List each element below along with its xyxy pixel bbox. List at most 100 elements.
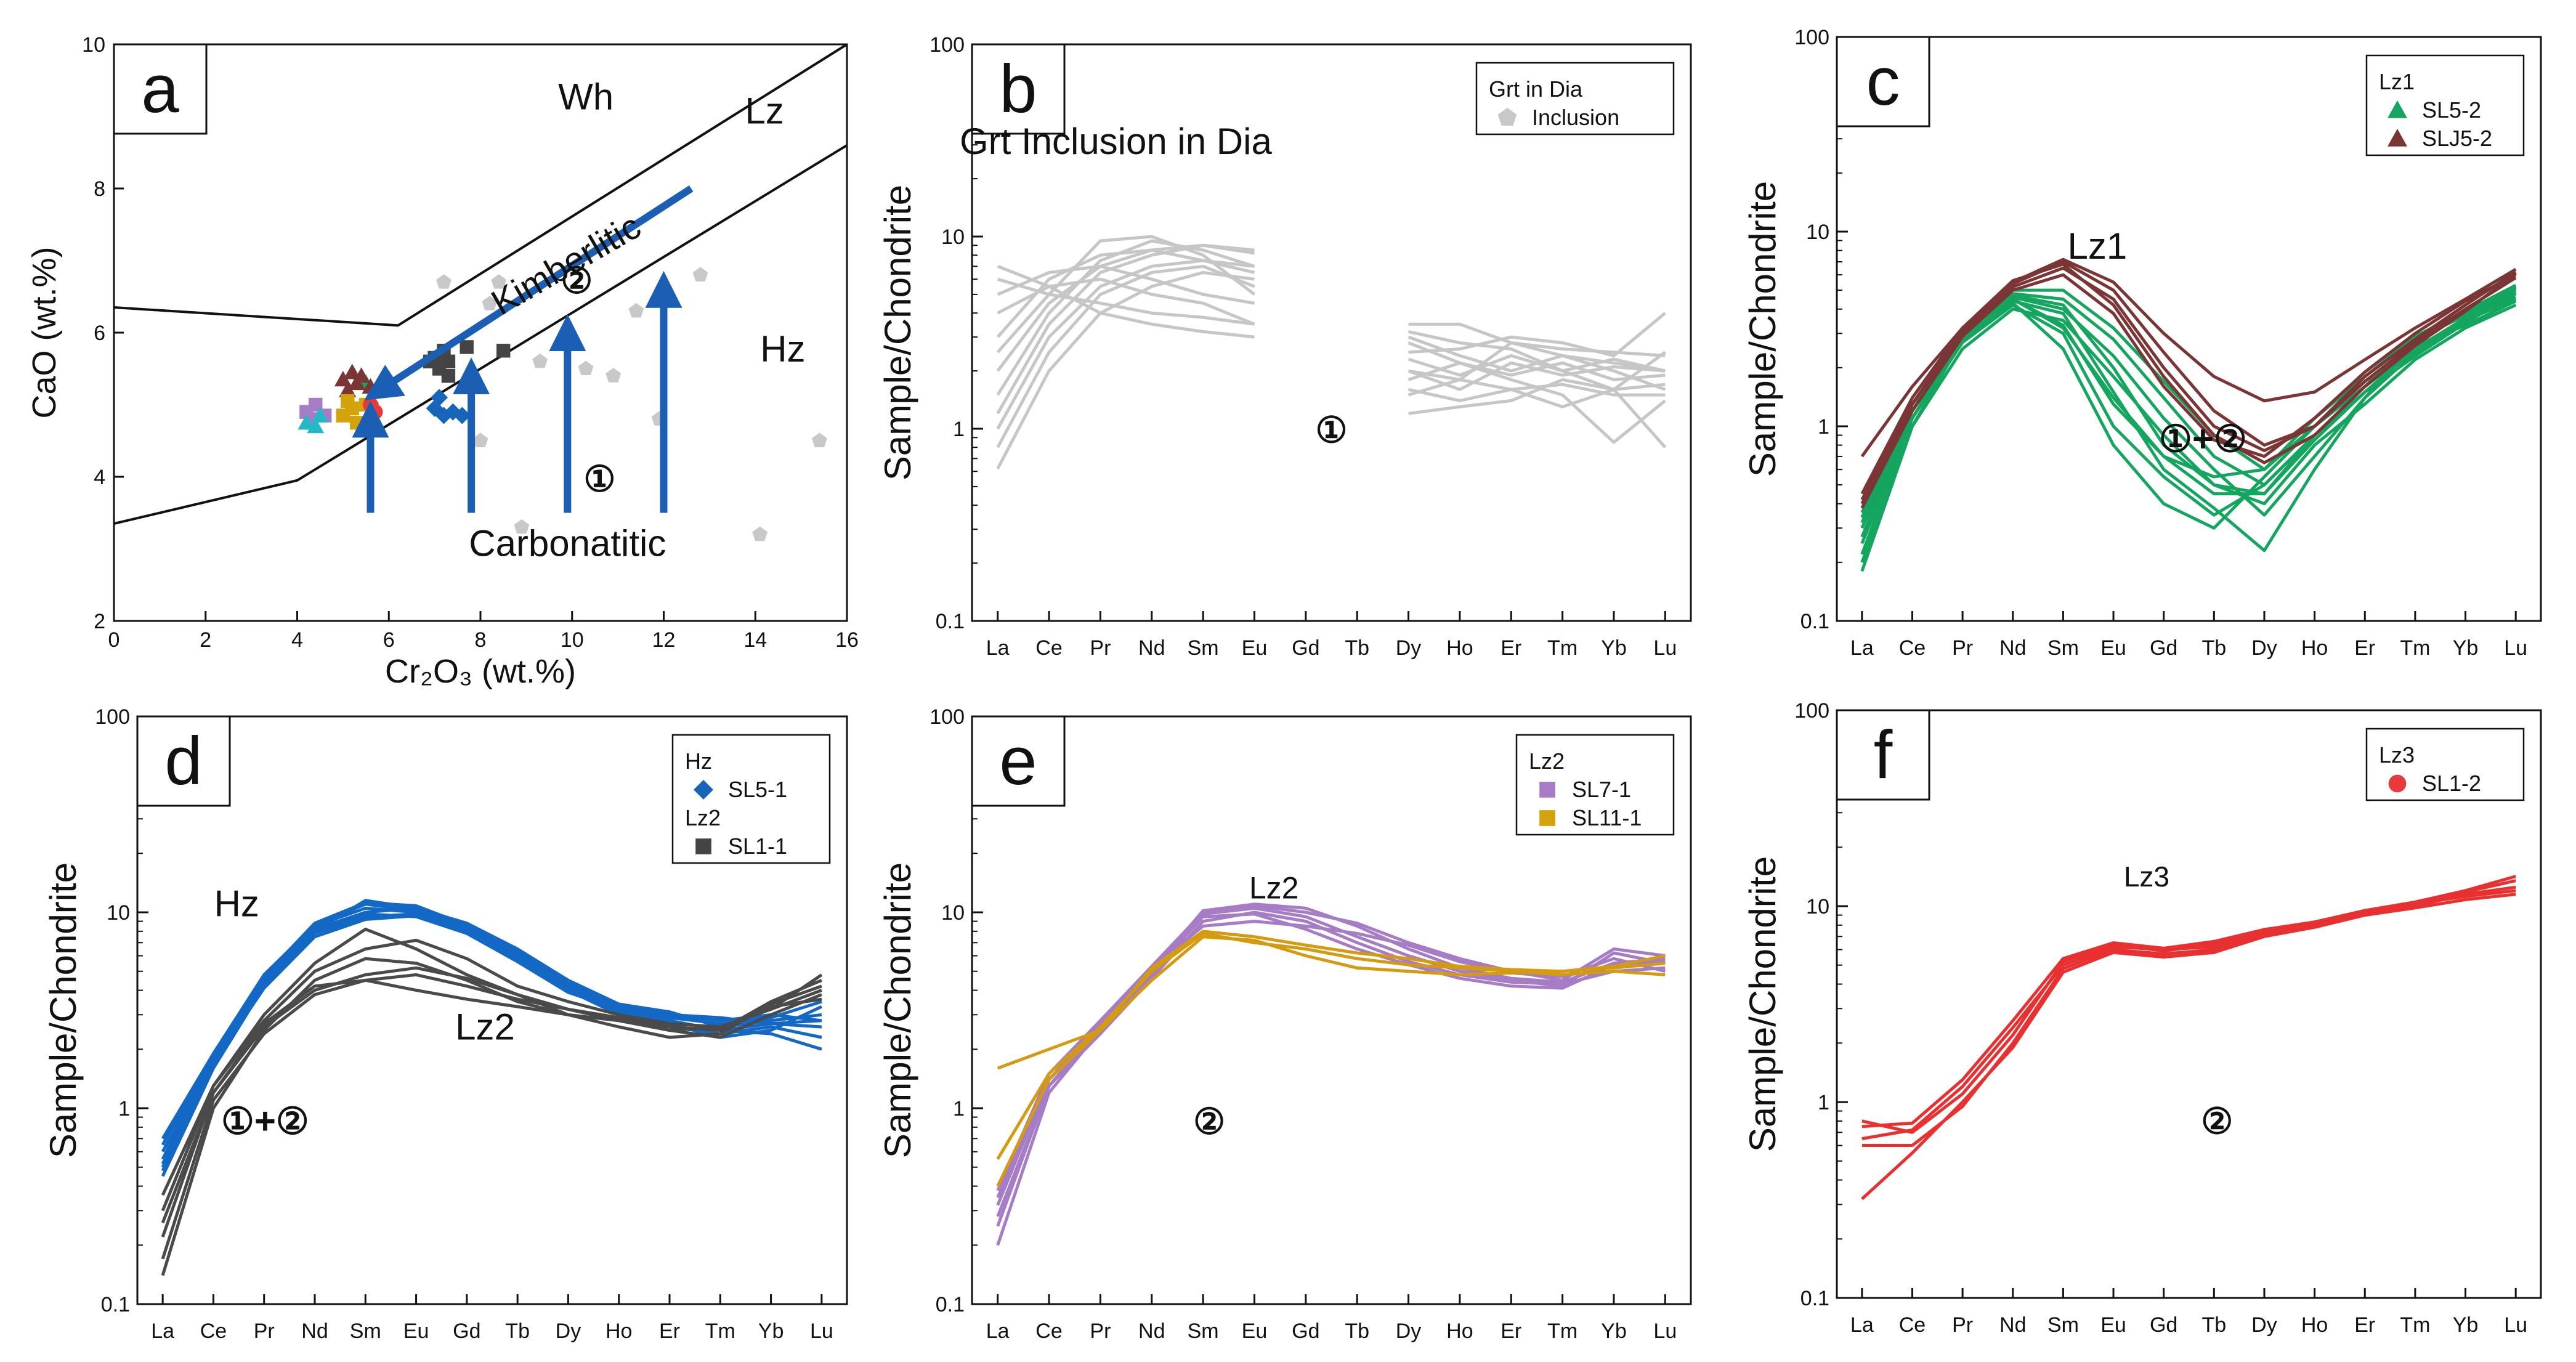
ree-pattern-line: [1408, 341, 1666, 381]
data-point: [491, 274, 507, 289]
panel-a-plot-area: [114, 44, 847, 541]
x-tick-label: Nd: [301, 1319, 328, 1343]
y-tick-label: 10: [82, 33, 105, 57]
ree-pattern-line: [1860, 273, 2517, 509]
y-tick-label: 1: [953, 418, 965, 441]
ree-pattern-line: [997, 264, 1255, 339]
field-label: Lz: [745, 91, 784, 132]
field-label: Hz: [760, 328, 805, 370]
panel-plot-area: [996, 902, 1666, 1246]
x-tick-label: Tm: [1547, 636, 1578, 660]
panel-frame: [1836, 36, 2542, 622]
ree-pattern-line: [996, 930, 1666, 1187]
x-tick-label: Ce: [200, 1319, 227, 1343]
x-tick-label: Eu: [2100, 636, 2126, 660]
ree-pattern-line: [1860, 262, 2517, 495]
x-tick-label: Tb: [1345, 1319, 1369, 1343]
panel-annotation: Lz2: [455, 1007, 515, 1048]
y-axis-label: CaO (wt.%): [26, 246, 63, 418]
y-tick-label: 1: [1818, 415, 1829, 439]
ree-pattern-line: [1860, 303, 2517, 563]
x-tick-label: Nd: [1138, 1319, 1165, 1343]
x-tick-label: Tm: [2400, 636, 2430, 660]
x-tick-label: Sm: [1188, 1319, 1219, 1343]
x-tick-label: Dy: [2251, 636, 2277, 660]
legend-label: SL5-1: [728, 777, 787, 802]
panel-annotation: Lz3: [2124, 861, 2169, 893]
ree-pattern-line: [997, 264, 1255, 305]
data-point: [348, 374, 366, 391]
field-boundary-line: [114, 144, 847, 525]
x-tick-label: Yb: [1601, 1319, 1627, 1343]
x-tick-label: Gd: [2150, 636, 2177, 660]
ree-pattern-line: [996, 910, 1666, 1217]
legend-title: Lz3: [2379, 742, 2415, 768]
x-tick-label: 16: [835, 628, 859, 652]
x-tick-label: Tm: [2400, 1313, 2430, 1337]
panel-d-ree: La Ce Pr Nd Sm Eu Gd Tb Dy Ho Er Tm Yb Lu 0.1 1 10 100 Sam…: [43, 705, 848, 1343]
y-tick-label: 8: [94, 177, 105, 201]
x-tick-label: Lu: [810, 1319, 833, 1343]
data-point: [532, 353, 548, 368]
data-point: [307, 418, 325, 434]
y-axis-label: Sample/Chondrite: [1742, 181, 1783, 477]
y-axis-label: Sample/Chondrite: [43, 862, 84, 1158]
panel-annotation: Lz1: [2068, 225, 2128, 267]
ree-pattern-line: [161, 912, 822, 1140]
data-point: [460, 340, 474, 354]
data-point: [309, 397, 323, 412]
y-tick-label: 6: [94, 322, 105, 345]
x-tick-label: 4: [291, 628, 303, 652]
panel-letter: e: [999, 723, 1037, 799]
data-point: [692, 267, 708, 282]
x-tick-label: Tb: [2201, 636, 2226, 660]
ree-pattern-line: [996, 904, 1666, 1191]
x-tick-label: Gd: [1292, 636, 1319, 660]
y-tick-label: 100: [1794, 699, 1829, 723]
panel-plot-area: [161, 899, 823, 1276]
panel-c-ree: La Ce Pr Nd Sm Eu Gd Tb Dy Ho Er Tm Yb Lu 0.1 1 10 100 Sam…: [1742, 26, 2542, 660]
x-tick-label: Pr: [1090, 1319, 1111, 1343]
ree-pattern-line: [996, 239, 1255, 396]
y-tick-label: 10: [107, 901, 130, 925]
x-tick-label: Lu: [2504, 1313, 2527, 1337]
legend-label: SL11-1: [1572, 805, 1642, 830]
data-point: [752, 526, 768, 541]
panel-letter: b: [999, 51, 1037, 127]
panel-frame: [136, 715, 848, 1305]
panel-annotation: ①+②: [2159, 418, 2247, 460]
x-tick-label: Dy: [2251, 1313, 2277, 1337]
x-tick-label: Pr: [254, 1319, 275, 1343]
panel-annotation: ②: [2201, 1101, 2233, 1141]
data-point: [436, 274, 452, 289]
data-point: [441, 369, 456, 383]
ree-pattern-line: [161, 906, 822, 1153]
panel-letter: d: [164, 723, 202, 799]
x-tick-label: Eu: [1242, 636, 1268, 660]
field-boundary-line: [114, 44, 847, 327]
data-point: [339, 381, 357, 397]
x-tick-label: Er: [2354, 1313, 2375, 1337]
x-tick-label: Pr: [1952, 636, 1973, 660]
x-tick-label: Dy: [556, 1319, 581, 1343]
ree-pattern-line: [1407, 354, 1666, 377]
process-label: ②: [561, 261, 593, 301]
x-tick-label: Gd: [1292, 1319, 1319, 1343]
process-label: ①: [583, 459, 615, 499]
x-tick-label: Ce: [1899, 636, 1926, 660]
legend-marker: [1539, 810, 1555, 826]
ree-pattern-line: [1407, 387, 1667, 448]
ree-pattern-line: [997, 277, 1255, 326]
x-tick-label: Ho: [1446, 636, 1473, 660]
data-point: [311, 407, 329, 423]
panel-annotation: ②: [1193, 1101, 1225, 1141]
y-tick-label: 10: [1806, 895, 1829, 918]
x-tick-label: Dy: [1396, 1319, 1422, 1343]
ree-pattern-line: [1408, 322, 1666, 357]
panel-annotation: ①+②: [221, 1100, 309, 1141]
x-tick-label: Nd: [1999, 1313, 2026, 1337]
y-tick-label: 100: [930, 705, 965, 729]
x-tick-label: Ho: [2301, 636, 2328, 660]
panel-annotation: Grt Inclusion in Dia: [960, 121, 1272, 162]
